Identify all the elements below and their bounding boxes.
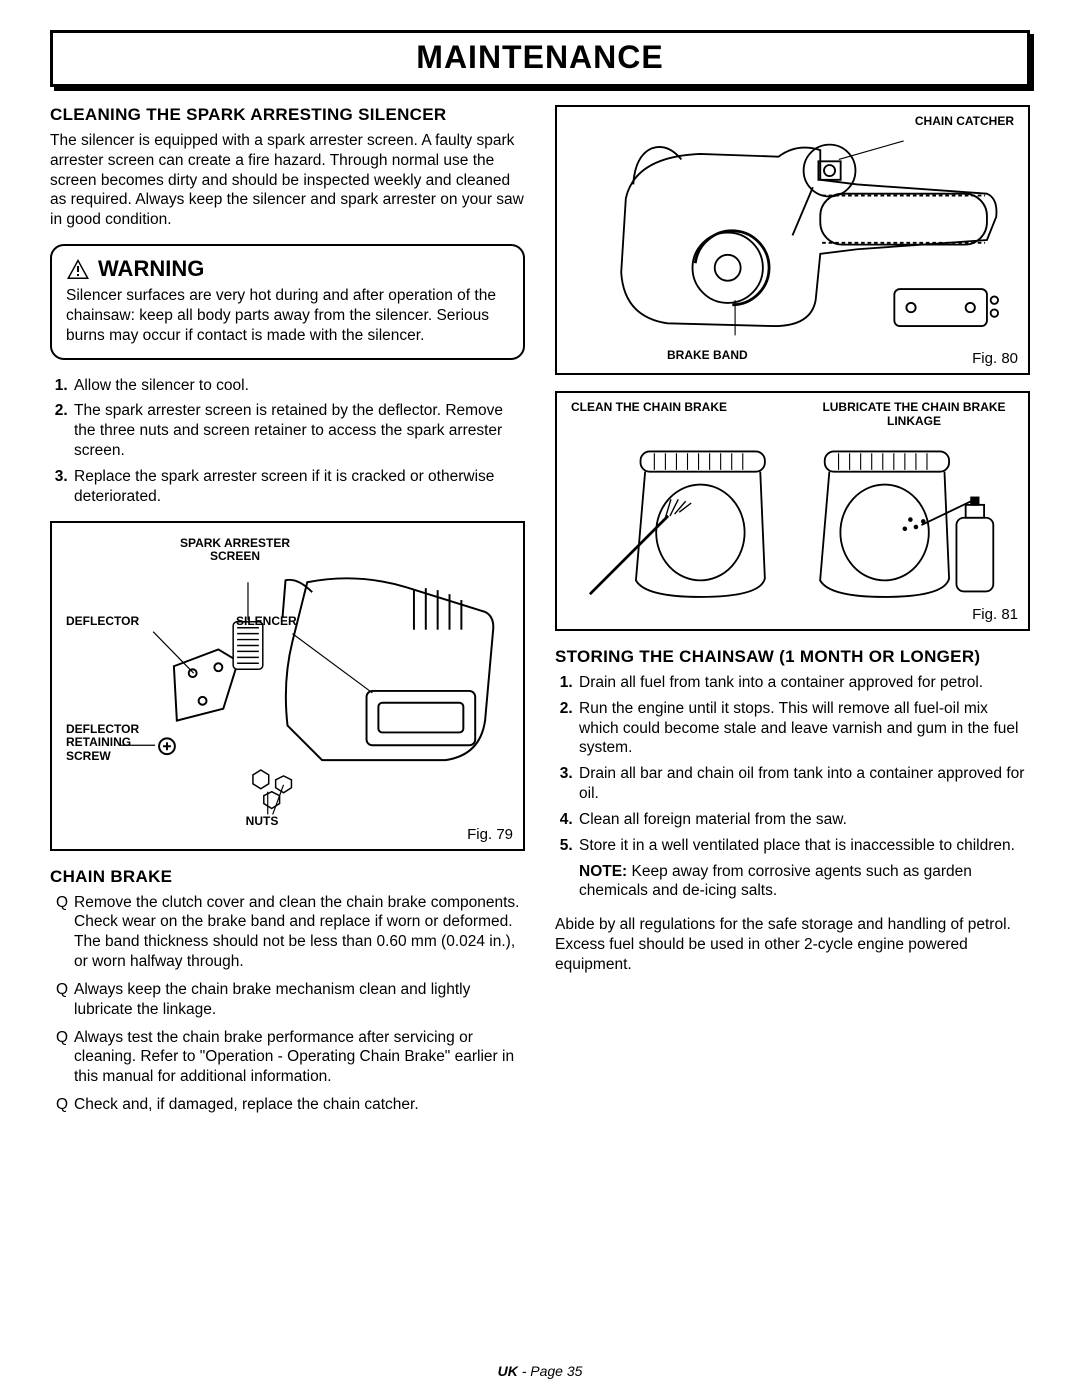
figure-79-diagram (52, 523, 523, 849)
figure-81-caption: Fig. 81 (972, 606, 1018, 623)
heading-cleaning-silencer: CLEANING THE SPARK ARRESTING SI­LENCER (50, 105, 525, 125)
figure-79: SPARK ARRESTER SCREEN DEFLECTOR SILENCER… (50, 521, 525, 851)
warning-triangle-icon (66, 258, 90, 280)
label-lubricate-linkage: LUBRICATE THE CHAIN BRAKE LINKAGE (814, 401, 1014, 429)
label-silencer: SILENCER (236, 615, 316, 629)
paragraph-cleaning-silencer: The silencer is equipped with a spark ar… (50, 131, 525, 230)
store-step-5: Store it in a well ventilated place that… (577, 836, 1030, 901)
note-body: Keep away from corrosive agents such as … (579, 863, 972, 900)
label-brake-band: BRAKE BAND (667, 349, 777, 363)
warning-title: WARNING (98, 256, 204, 282)
right-column: CHAIN CATCHER BRAKE BAND Fig. 80 CLEAN T… (555, 105, 1030, 1129)
label-deflector: DEFLECTOR (66, 615, 161, 629)
figure-81-diagram (565, 433, 1020, 608)
page-title: MAINTENANCE (53, 39, 1027, 76)
figure-81: CLEAN THE CHAIN BRAKE LUBRICATE THE CHAI… (555, 391, 1030, 631)
note-label: NOTE: (579, 863, 627, 880)
store-step-2: Run the engine until it stops. This will… (577, 699, 1030, 758)
step-2: The spark arrester screen is retained by… (72, 401, 525, 460)
figure-80: CHAIN CATCHER BRAKE BAND Fig. 80 (555, 105, 1030, 375)
warning-header: WARNING (66, 256, 509, 282)
step-1: Allow the silencer to cool. (72, 376, 525, 396)
storage-steps-list: Drain all fuel from tank into a containe… (555, 673, 1030, 901)
step-3: Replace the spark arrester screen if it … (72, 467, 525, 507)
paragraph-abide-regulations: Abide by all regulations for the safe st… (555, 915, 1030, 974)
left-column: CLEANING THE SPARK ARRESTING SI­LENCER T… (50, 105, 525, 1129)
heading-chain-brake: CHAIN BRAKE (50, 867, 525, 887)
warning-body: Silencer surfaces are very hot during an… (66, 286, 509, 345)
label-spark-arrester: SPARK ARRESTER SCREEN (160, 537, 310, 565)
figure-80-caption: Fig. 80 (972, 350, 1018, 367)
silencer-steps-list: Allow the silencer to cool. The spark ar… (50, 376, 525, 507)
warning-callout: WARNING Silencer surfaces are very hot d… (50, 244, 525, 359)
store-step-4: Clean all foreign material from the saw. (577, 810, 1030, 830)
figure-80-diagram (565, 115, 1020, 365)
page-footer: UK - Page 35 (0, 1363, 1080, 1379)
two-column-layout: CLEANING THE SPARK ARRESTING SI­LENCER T… (50, 105, 1030, 1129)
check-item-1: Remove the clutch cover and clean the ch… (56, 893, 525, 972)
check-item-2: Always keep the chain brake mechanism cl… (56, 980, 525, 1020)
check-item-4: Check and, if damaged, replace the chain… (56, 1095, 525, 1115)
page-title-box: MAINTENANCE (50, 30, 1030, 87)
check-item-3: Always test the chain brake performance … (56, 1028, 525, 1087)
footer-page: - Page 35 (518, 1363, 583, 1379)
label-chain-catcher: CHAIN CATCHER (884, 115, 1014, 129)
label-clean-chain-brake: CLEAN THE CHAIN BRAKE (571, 401, 761, 429)
footer-region: UK (498, 1363, 518, 1379)
figure-79-caption: Fig. 79 (467, 826, 513, 843)
store-step-5-text: Store it in a well ventilated place that… (579, 837, 1015, 854)
chain-brake-checklist: Remove the clutch cover and clean the ch… (50, 893, 525, 1115)
label-deflector-retaining-screw: DEFLECTOR RETAINING SCREW (66, 723, 166, 764)
label-nuts: NUTS (232, 815, 292, 829)
heading-storing-chainsaw: STORING THE CHAINSAW (1 MONTH OR LONGER) (555, 647, 1030, 667)
store-step-3: Drain all bar and chain oil from tank in… (577, 764, 1030, 804)
store-step-1: Drain all fuel from tank into a containe… (577, 673, 1030, 693)
